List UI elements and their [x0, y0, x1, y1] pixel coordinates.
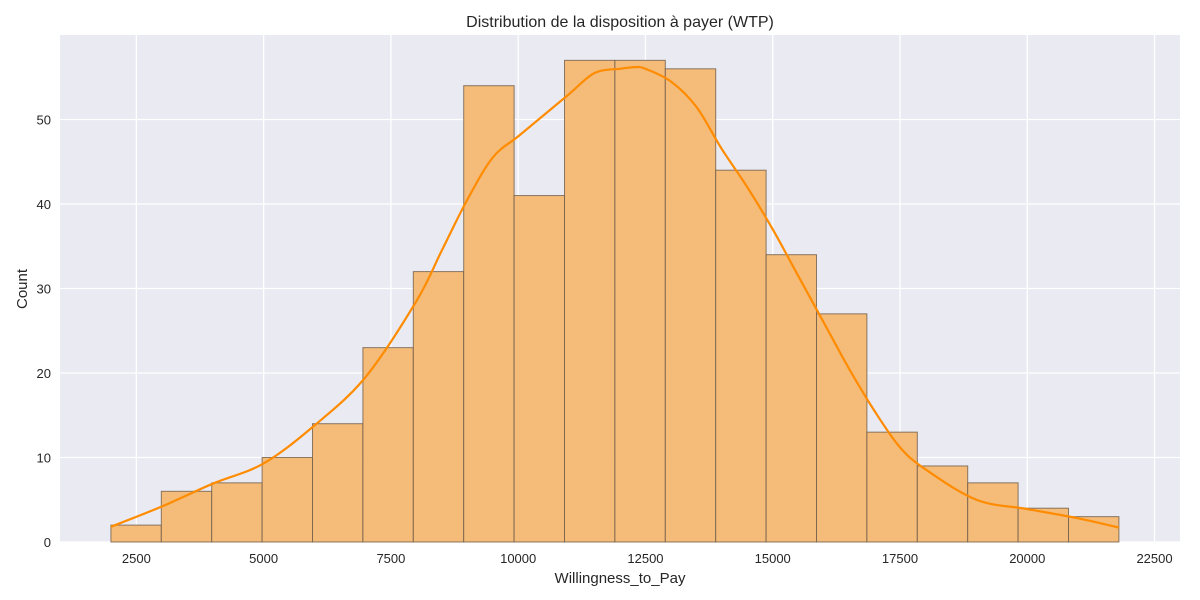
- x-axis-title: Willingness_to_Pay: [555, 570, 686, 587]
- histogram-bar: [412, 271, 465, 543]
- kde-line: [110, 65, 1120, 529]
- y-tick-label: 10: [37, 451, 51, 466]
- histogram-bar: [816, 313, 868, 543]
- y-tick-label: 20: [37, 366, 51, 381]
- chart-title: Distribution de la disposition à payer (…: [466, 14, 774, 31]
- y-axis-title: Count: [14, 268, 31, 309]
- histogram-bar: [362, 347, 414, 543]
- histogram-bar: [513, 195, 566, 543]
- histogram-bars: [110, 59, 1120, 543]
- histogram-bar: [312, 423, 364, 543]
- y-tick-labels: 0 10 20 30 40 50: [37, 113, 51, 551]
- histogram-bar: [664, 68, 717, 543]
- histogram-bar: [110, 524, 162, 543]
- x-tick-label: 5000: [249, 551, 278, 566]
- histogram-bar: [1017, 507, 1070, 543]
- histogram-bar: [1068, 516, 1120, 543]
- x-tick-label: 2500: [122, 551, 151, 566]
- histogram-bar: [463, 85, 515, 543]
- x-tick-label: 15000: [755, 551, 791, 566]
- y-tick-label: 50: [37, 113, 51, 128]
- y-tick-label: 30: [37, 282, 51, 297]
- x-tick-labels: 2500 5000 7500 10000 12500 15000 17500 20000 225…: [122, 551, 1173, 566]
- histogram-bar: [261, 457, 314, 543]
- x-tick-label: 17500: [882, 551, 918, 566]
- histogram-bar: [564, 59, 616, 543]
- y-tick-label: 0: [44, 535, 51, 550]
- x-tick-label: 22500: [1136, 551, 1172, 566]
- histogram-bar: [866, 431, 918, 543]
- histogram-bar: [715, 169, 767, 543]
- x-tick-label: 12500: [627, 551, 663, 566]
- x-tick-label: 7500: [376, 551, 405, 566]
- histogram-bar: [160, 490, 213, 543]
- x-tick-label: 20000: [1009, 551, 1045, 566]
- histogram-bar: [614, 59, 666, 543]
- histogram-bar: [211, 482, 263, 543]
- histogram-bar: [967, 482, 1019, 543]
- histogram-bar: [765, 254, 818, 543]
- y-tick-label: 40: [37, 197, 51, 212]
- histogram-bar: [916, 465, 969, 543]
- x-tick-label: 10000: [500, 551, 536, 566]
